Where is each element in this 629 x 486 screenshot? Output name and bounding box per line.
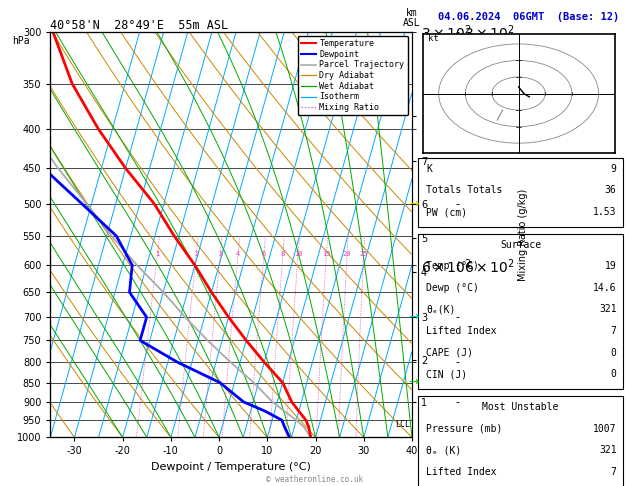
Text: Lifted Index: Lifted Index bbox=[426, 326, 497, 336]
Text: 2: 2 bbox=[194, 251, 199, 257]
Text: 14.6: 14.6 bbox=[593, 283, 616, 293]
Text: km
ASL: km ASL bbox=[403, 8, 421, 28]
Bar bbox=[418, 396, 623, 486]
Text: 1: 1 bbox=[155, 251, 160, 257]
Text: 0: 0 bbox=[611, 369, 616, 380]
X-axis label: Dewpoint / Temperature (°C): Dewpoint / Temperature (°C) bbox=[151, 462, 311, 472]
Text: © weatheronline.co.uk: © weatheronline.co.uk bbox=[266, 474, 363, 484]
Text: 321: 321 bbox=[599, 445, 616, 455]
Text: Dewp (°C): Dewp (°C) bbox=[426, 283, 479, 293]
Text: Pressure (mb): Pressure (mb) bbox=[426, 423, 503, 434]
Text: CAPE (J): CAPE (J) bbox=[426, 348, 474, 358]
Text: hPa: hPa bbox=[13, 35, 30, 46]
Text: Totals Totals: Totals Totals bbox=[426, 186, 503, 195]
Text: Surface: Surface bbox=[500, 240, 541, 249]
Text: →: → bbox=[409, 197, 419, 210]
Text: 1.53: 1.53 bbox=[593, 207, 616, 217]
Text: PW (cm): PW (cm) bbox=[426, 207, 467, 217]
Text: Lifted Index: Lifted Index bbox=[426, 467, 497, 477]
Text: θₑ(K): θₑ(K) bbox=[426, 304, 456, 314]
Text: 4: 4 bbox=[236, 251, 240, 257]
Text: CIN (J): CIN (J) bbox=[426, 369, 467, 380]
Legend: Temperature, Dewpoint, Parcel Trajectory, Dry Adiabat, Wet Adiabat, Isotherm, Mi: Temperature, Dewpoint, Parcel Trajectory… bbox=[298, 36, 408, 115]
Text: Most Unstable: Most Unstable bbox=[482, 402, 559, 412]
Text: 20: 20 bbox=[343, 251, 352, 257]
Text: 321: 321 bbox=[599, 304, 616, 314]
Text: 36: 36 bbox=[605, 186, 616, 195]
Text: θₑ (K): θₑ (K) bbox=[426, 445, 462, 455]
Text: 9: 9 bbox=[611, 164, 616, 174]
Text: 8: 8 bbox=[281, 251, 285, 257]
Text: K: K bbox=[426, 164, 432, 174]
Text: kt: kt bbox=[428, 34, 439, 43]
Text: →: → bbox=[409, 311, 419, 324]
Text: 19: 19 bbox=[605, 261, 616, 271]
Text: 10: 10 bbox=[294, 251, 303, 257]
Text: 15: 15 bbox=[322, 251, 331, 257]
Text: 6: 6 bbox=[262, 251, 266, 257]
Y-axis label: Mixing Ratio (g/kg): Mixing Ratio (g/kg) bbox=[518, 189, 528, 280]
Text: 0: 0 bbox=[611, 348, 616, 358]
Text: →: → bbox=[409, 376, 419, 389]
Text: 3: 3 bbox=[218, 251, 223, 257]
Text: 40°58'N  28°49'E  55m ASL: 40°58'N 28°49'E 55m ASL bbox=[50, 18, 228, 32]
Text: 7: 7 bbox=[611, 326, 616, 336]
Text: 1007: 1007 bbox=[593, 423, 616, 434]
Text: 7: 7 bbox=[611, 467, 616, 477]
Text: Temp (°C): Temp (°C) bbox=[426, 261, 479, 271]
Text: 25: 25 bbox=[359, 251, 368, 257]
Text: LCL: LCL bbox=[396, 420, 411, 429]
Bar bbox=[418, 234, 623, 389]
Text: 04.06.2024  06GMT  (Base: 12): 04.06.2024 06GMT (Base: 12) bbox=[438, 12, 620, 22]
Bar bbox=[418, 158, 623, 226]
